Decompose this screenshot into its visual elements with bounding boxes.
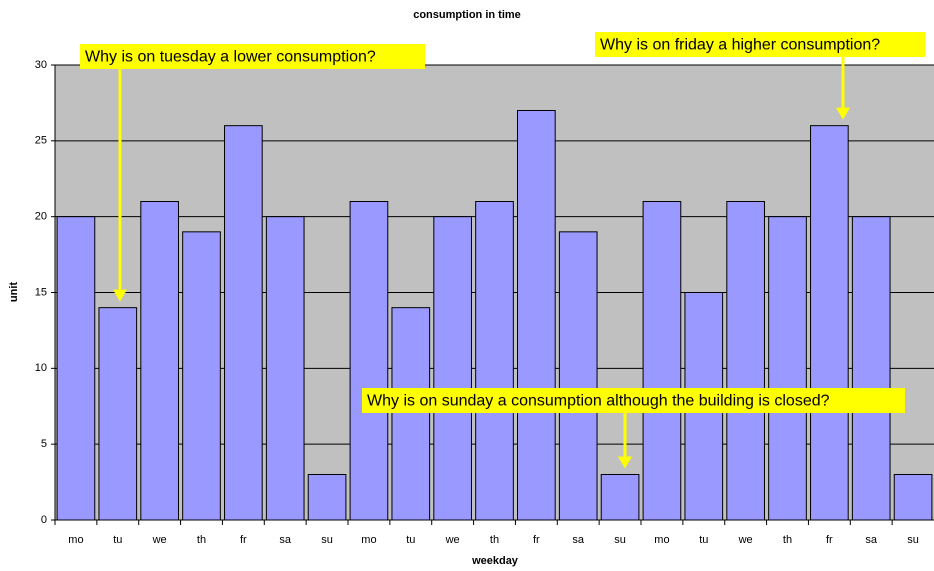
x-tick-label: th [197,534,206,546]
x-tick-label: mo [68,534,83,546]
bar [265,216,305,521]
bar [307,474,347,521]
chart-title: consumption in time [413,9,521,21]
y-tick-label: 30 [35,59,47,71]
x-tick-label: sa [865,534,878,546]
y-tick-label: 0 [41,514,47,526]
bar [433,216,472,521]
x-tick-label: su [907,534,919,546]
bar [851,216,891,521]
x-axis-label: weekday [471,555,519,567]
y-tick-label: 25 [35,135,47,147]
annotation-box [595,32,925,57]
x-tick-label: tu [113,534,122,546]
annotation-text: Why is on sunday a consumption although … [367,393,830,410]
x-tick-label: we [152,534,167,546]
bar [182,231,221,521]
bar [600,474,640,521]
y-tick-label: 10 [35,362,47,374]
y-tick-label: 20 [35,211,47,223]
bar [224,125,263,521]
x-tick-label: fr [533,534,540,546]
bar [140,201,179,521]
x-tick-label: su [321,534,333,546]
x-tick-label: we [445,534,460,546]
bar [475,201,514,521]
y-axis-label: unit [8,282,20,302]
y-tick-label: 5 [41,438,47,450]
annotation-arrowhead [836,107,850,120]
bar [349,201,389,521]
bar [810,125,849,521]
annotation-box [362,388,905,413]
bar [893,474,933,521]
bar [391,307,431,521]
annotation-arrowhead [618,456,632,469]
bar [56,216,96,521]
bar [642,201,682,521]
x-tick-label: tu [406,534,415,546]
x-tick-label: su [614,534,626,546]
x-tick-label: th [490,534,499,546]
annotation-text: Why is on friday a higher consumption? [600,37,880,54]
x-tick-label: sa [572,534,585,546]
x-tick-label: sa [279,534,292,546]
x-tick-label: mo [654,534,669,546]
x-tick-label: fr [240,534,247,546]
bar [726,201,765,521]
annotation-arrowhead [113,289,127,302]
x-tick-label: fr [826,534,833,546]
x-tick-label: th [783,534,792,546]
x-tick-label: mo [361,534,376,546]
x-tick-label: we [738,534,753,546]
bar [517,110,556,521]
y-tick-label: 15 [35,286,47,298]
annotation-box [80,44,425,69]
bar [98,307,138,521]
x-tick-label: tu [699,534,708,546]
bar [768,216,807,521]
bar [558,231,598,521]
annotation-text: Why is on tuesday a lower consumption? [85,49,376,66]
